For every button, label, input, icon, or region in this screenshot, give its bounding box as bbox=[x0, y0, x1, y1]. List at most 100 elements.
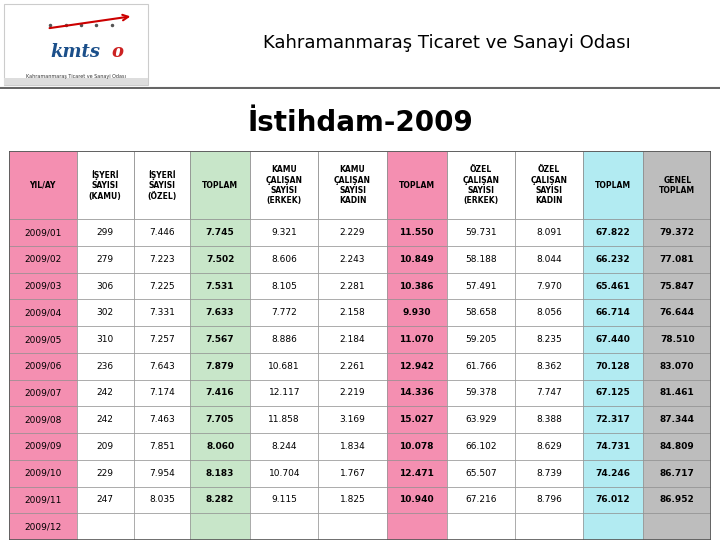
Bar bbox=[133, 433, 190, 460]
Text: 76.644: 76.644 bbox=[660, 308, 695, 318]
Bar bbox=[318, 513, 387, 540]
Text: 67.440: 67.440 bbox=[595, 335, 631, 344]
Bar bbox=[133, 380, 190, 406]
Bar bbox=[190, 326, 250, 353]
Bar bbox=[250, 219, 318, 246]
Text: 70.128: 70.128 bbox=[595, 362, 631, 371]
Text: 86.717: 86.717 bbox=[660, 469, 695, 478]
Bar bbox=[9, 460, 77, 487]
Bar bbox=[446, 246, 515, 273]
Text: 59.378: 59.378 bbox=[465, 388, 497, 397]
Bar bbox=[446, 273, 515, 299]
Bar bbox=[250, 406, 318, 433]
Bar bbox=[9, 151, 77, 219]
Bar bbox=[515, 487, 583, 513]
Text: 8.183: 8.183 bbox=[206, 469, 234, 478]
Text: 2.229: 2.229 bbox=[340, 228, 365, 237]
Text: 9.321: 9.321 bbox=[271, 228, 297, 237]
Bar bbox=[133, 353, 190, 380]
Text: 8.886: 8.886 bbox=[271, 335, 297, 344]
Text: 65.507: 65.507 bbox=[465, 469, 497, 478]
Text: 76.012: 76.012 bbox=[595, 495, 631, 504]
Text: 8.629: 8.629 bbox=[536, 442, 562, 451]
Text: 8.244: 8.244 bbox=[271, 442, 297, 451]
Bar bbox=[133, 326, 190, 353]
Text: 8.044: 8.044 bbox=[536, 255, 562, 264]
Text: 7.633: 7.633 bbox=[206, 308, 235, 318]
Bar bbox=[643, 433, 711, 460]
Bar bbox=[387, 273, 446, 299]
Bar bbox=[446, 433, 515, 460]
Text: 83.070: 83.070 bbox=[660, 362, 695, 371]
Bar bbox=[387, 326, 446, 353]
Bar bbox=[583, 151, 643, 219]
Bar bbox=[387, 406, 446, 433]
Text: 8.235: 8.235 bbox=[536, 335, 562, 344]
Bar bbox=[643, 460, 711, 487]
Text: 7.223: 7.223 bbox=[149, 255, 175, 264]
Text: 7.970: 7.970 bbox=[536, 281, 562, 291]
Bar bbox=[583, 273, 643, 299]
Bar bbox=[583, 246, 643, 273]
Bar bbox=[387, 433, 446, 460]
Bar bbox=[9, 219, 77, 246]
Text: 306: 306 bbox=[96, 281, 114, 291]
Text: 7.257: 7.257 bbox=[149, 335, 175, 344]
Bar bbox=[250, 273, 318, 299]
Text: 86.952: 86.952 bbox=[660, 495, 695, 504]
Text: 1.825: 1.825 bbox=[340, 495, 365, 504]
Bar bbox=[643, 406, 711, 433]
Bar bbox=[77, 151, 133, 219]
Bar bbox=[446, 299, 515, 326]
Bar bbox=[190, 273, 250, 299]
Text: 242: 242 bbox=[96, 388, 114, 397]
Text: 2.243: 2.243 bbox=[340, 255, 365, 264]
Bar bbox=[190, 219, 250, 246]
Bar bbox=[643, 299, 711, 326]
Bar bbox=[387, 460, 446, 487]
Bar bbox=[77, 326, 133, 353]
Bar bbox=[643, 513, 711, 540]
Text: 9.930: 9.930 bbox=[402, 308, 431, 318]
Bar bbox=[515, 380, 583, 406]
Bar bbox=[190, 380, 250, 406]
Bar bbox=[583, 460, 643, 487]
Text: 11.550: 11.550 bbox=[400, 228, 434, 237]
Text: 7.416: 7.416 bbox=[206, 388, 235, 397]
Bar bbox=[583, 487, 643, 513]
Bar bbox=[583, 326, 643, 353]
Bar bbox=[583, 513, 643, 540]
Bar bbox=[583, 219, 643, 246]
Bar bbox=[515, 406, 583, 433]
Bar bbox=[643, 326, 711, 353]
Text: 9.115: 9.115 bbox=[271, 495, 297, 504]
Text: 12.942: 12.942 bbox=[399, 362, 434, 371]
Bar bbox=[133, 299, 190, 326]
Text: 8.606: 8.606 bbox=[271, 255, 297, 264]
Text: 209: 209 bbox=[96, 442, 114, 451]
Text: Kahramanmaraş Ticaret ve Sanayi Odası: Kahramanmaraş Ticaret ve Sanayi Odası bbox=[26, 74, 125, 79]
Bar bbox=[318, 433, 387, 460]
Bar bbox=[190, 353, 250, 380]
Bar bbox=[250, 246, 318, 273]
Text: 7.567: 7.567 bbox=[206, 335, 235, 344]
Bar bbox=[77, 460, 133, 487]
Text: 8.105: 8.105 bbox=[271, 281, 297, 291]
Text: 7.851: 7.851 bbox=[149, 442, 175, 451]
Text: 58.658: 58.658 bbox=[465, 308, 497, 318]
Bar bbox=[133, 513, 190, 540]
Text: 7.705: 7.705 bbox=[206, 415, 235, 424]
Bar bbox=[133, 406, 190, 433]
Bar bbox=[515, 513, 583, 540]
Text: TOPLAM: TOPLAM bbox=[399, 181, 435, 190]
Text: 12.471: 12.471 bbox=[399, 469, 434, 478]
Text: o: o bbox=[112, 43, 123, 60]
Bar bbox=[643, 353, 711, 380]
Bar bbox=[515, 460, 583, 487]
Text: 7.531: 7.531 bbox=[206, 281, 235, 291]
Bar bbox=[643, 487, 711, 513]
Text: 10.078: 10.078 bbox=[400, 442, 434, 451]
Text: 7.745: 7.745 bbox=[206, 228, 235, 237]
Text: İŞYERİ
SAYISI
(ÖZEL): İŞYERİ SAYISI (ÖZEL) bbox=[147, 170, 176, 200]
Bar bbox=[515, 326, 583, 353]
